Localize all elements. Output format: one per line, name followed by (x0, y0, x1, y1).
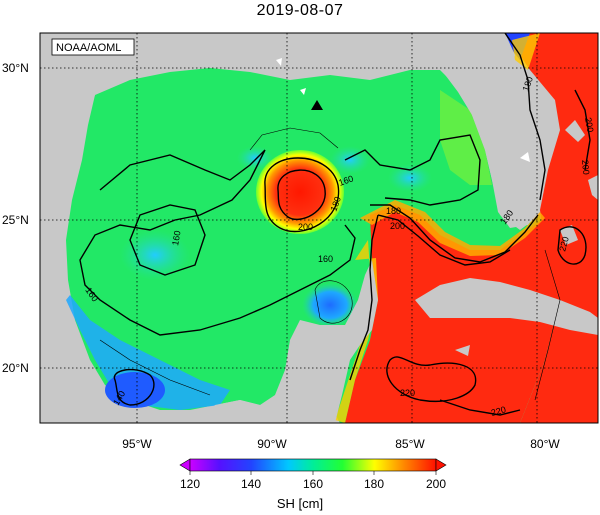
colorbar-tick-label: 140 (241, 477, 261, 491)
contour-label: 200 (580, 159, 591, 175)
lon-label: 80°W (530, 437, 560, 451)
contour-label: 160 (170, 230, 182, 247)
contour-140-west (113, 368, 155, 406)
contour-label: 200 (583, 117, 595, 134)
contour-180-eddy (264, 157, 340, 233)
western-blue-region (66, 295, 230, 410)
loop-current-edge (360, 200, 545, 256)
lat-label: 20°N (2, 361, 29, 375)
map-title: 2019-08-07 (256, 2, 344, 19)
contour-160-east (344, 134, 481, 206)
contour-label: 180 (386, 206, 401, 216)
map-frame (39, 32, 599, 424)
warm-core-eddy (256, 150, 344, 234)
colorbar-max-arrow (435, 458, 447, 472)
colorbar-ticks (189, 471, 437, 475)
us-gulf-coast-land (40, 33, 598, 92)
atlantic-yellow-patch (512, 33, 540, 70)
attribution-box (51, 38, 135, 56)
contour-220-southeast (439, 399, 521, 416)
colorbar-bar (189, 458, 437, 472)
contour-200-loop (377, 214, 511, 266)
bahamas-island-1 (565, 120, 585, 142)
lon-label: 85°W (395, 437, 425, 451)
colorbar-min-arrow (179, 458, 191, 472)
colorbar-tick-label: 200 (426, 477, 446, 491)
contour-thin-1 (534, 249, 561, 401)
map-plot-area: 180 200 160 180 200 160 160 180 200 160 … (40, 33, 598, 423)
yucatan-land (200, 260, 378, 423)
contour-200-eddy (277, 169, 326, 221)
contour-thin-4 (99, 339, 211, 396)
contour-180-west-loop (349, 214, 379, 381)
contour-220-east (557, 226, 587, 265)
contour-label: 200 (298, 222, 313, 232)
contour-thin-2 (249, 127, 339, 151)
graticule (40, 33, 598, 423)
cuba-land (415, 278, 598, 335)
lon-label: 95°W (122, 437, 152, 451)
cayman-island (455, 345, 470, 356)
mexico-west-land (40, 33, 95, 423)
contour-label: 220 (557, 235, 571, 252)
contour-lines (79, 33, 591, 416)
cyan-blob-west (120, 230, 190, 280)
colorbar-tick-label: 160 (303, 477, 323, 491)
colorbar-tick-label: 180 (364, 477, 384, 491)
florida-peninsula (440, 68, 540, 228)
attribution-text: NOAA/AOML (56, 42, 121, 54)
contour-label: 220 (490, 404, 507, 418)
cyan-blob-east (388, 164, 432, 192)
bahamas-island-3 (560, 225, 578, 245)
contour-180-loop (370, 204, 539, 263)
colorbar-label: SH [cm] (276, 496, 324, 511)
contour-label: 200 (390, 221, 405, 231)
contour-label: 180 (520, 75, 535, 93)
lat-label: 25°N (2, 213, 29, 227)
lon-label: 90°W (257, 437, 287, 451)
contour-180-florida (504, 33, 546, 201)
contour-220-south (386, 356, 477, 402)
colorbar-tick-label: 120 (180, 477, 200, 491)
florida-shelf (440, 90, 492, 185)
contour-200-atlantic (574, 89, 591, 171)
lat-label: 30°N (2, 61, 29, 75)
contour-160-west-loop (129, 204, 206, 276)
contour-160-west (79, 149, 356, 336)
lake-1 (276, 58, 282, 66)
contour-label: 220 (400, 388, 415, 398)
contour-thin-3 (314, 280, 353, 324)
contour-label: 180 (328, 195, 343, 213)
lake-okeechobee (520, 152, 530, 162)
colorbar: 120 140 160 180 200 (179, 458, 447, 491)
lake-2 (300, 88, 306, 95)
contour-label: 160 (318, 254, 333, 264)
bahamas-island-2 (588, 175, 598, 200)
triangle-icon (311, 100, 323, 110)
contour-label: 160 (337, 173, 355, 188)
